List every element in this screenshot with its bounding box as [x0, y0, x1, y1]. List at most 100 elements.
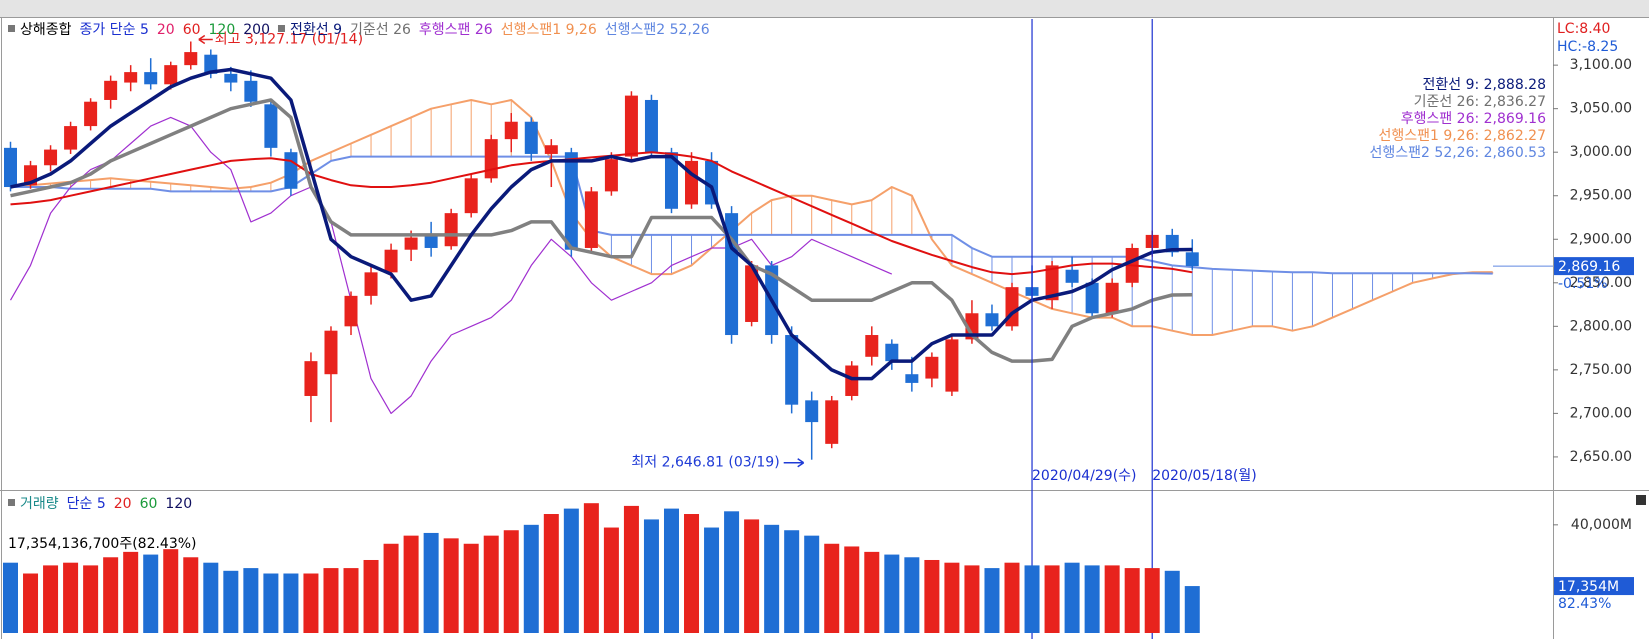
indicator-line	[10, 155, 1493, 275]
y-tick-label: 2,850.00	[1570, 275, 1632, 291]
candle-body	[1185, 252, 1199, 267]
marker-label: 2020/04/29(수)	[1032, 468, 1137, 484]
legend-item: 기준선 26	[350, 22, 411, 38]
volume-bar	[323, 568, 339, 633]
volume-bar	[103, 557, 119, 633]
volume-bar	[43, 565, 59, 633]
candle-body	[544, 145, 558, 154]
candle-body	[144, 72, 158, 85]
volume-bar	[844, 546, 860, 633]
volume-bar	[3, 562, 18, 633]
indicator-line	[10, 151, 1193, 276]
indicator-line	[10, 99, 1493, 336]
legend-item: 종가 단순 5	[80, 22, 149, 38]
candle-body	[624, 95, 638, 157]
candle-body	[925, 356, 939, 379]
volume-bar	[1024, 565, 1040, 633]
price-label: 2,869.16	[1558, 259, 1620, 275]
value-note: 선행스팬2 52,26: 2,860.53	[1370, 145, 1546, 161]
candle-body	[604, 159, 618, 192]
volume-bar	[884, 554, 900, 633]
candle-body	[284, 152, 298, 189]
value-note: 선행스팬1 9,26: 2,862.27	[1378, 128, 1546, 144]
candle-body	[344, 295, 358, 327]
arrow	[783, 458, 805, 468]
value-note: 전환선 9: 2,888.28	[1422, 77, 1546, 93]
volume-bar	[1164, 570, 1180, 633]
volume-bar	[63, 562, 79, 633]
candle-body	[404, 237, 418, 250]
volume-bar	[283, 573, 299, 633]
y-tick-label: 2,950.00	[1570, 188, 1632, 204]
hc-label: HC:-8.25	[1557, 39, 1618, 55]
candle-body	[644, 99, 658, 153]
volume-bar	[1004, 562, 1020, 633]
candle-body	[825, 400, 839, 444]
candle-body	[204, 54, 218, 74]
y-tick-label: 2,900.00	[1570, 231, 1632, 247]
volume-bar	[603, 527, 619, 633]
change-label: -0.51%	[1558, 276, 1608, 292]
candle-body	[564, 152, 578, 250]
volume-bar	[643, 519, 659, 633]
candle-body	[464, 178, 478, 214]
indicator-line	[9, 116, 893, 414]
volume-ratio: 82.43%	[1558, 596, 1611, 612]
y-tick-label: 2,800.00	[1570, 318, 1632, 334]
legend-square	[8, 499, 15, 506]
volume-bar	[443, 538, 459, 633]
legend-item: 상해종합	[20, 22, 72, 38]
legend-square	[8, 25, 15, 32]
candle-body	[324, 330, 338, 375]
volume-bar	[343, 568, 359, 633]
legend-item: 단순 5	[67, 496, 106, 512]
volume-bar	[663, 508, 679, 633]
candle-body	[304, 361, 318, 396]
volume-bar	[163, 549, 179, 633]
volume-bar	[363, 559, 379, 633]
volume-bar	[1144, 568, 1160, 633]
candle-body	[865, 335, 879, 357]
volume-summary: 17,354,136,700주(82.43%)	[8, 536, 197, 552]
volume-bar	[23, 573, 39, 633]
top-strip	[0, 0, 1649, 17]
volume-bar	[483, 535, 499, 633]
high-note: 최고 3,127.17 (01/14)	[215, 31, 363, 47]
volume-bar	[1124, 568, 1140, 633]
legend-item: 60	[183, 22, 201, 38]
candle-body	[184, 52, 198, 66]
panel-button	[1636, 495, 1646, 505]
volume-bar	[704, 527, 720, 633]
volume-bar	[1064, 562, 1080, 633]
price-box	[1554, 257, 1634, 276]
candle-body	[164, 65, 178, 85]
y-tick-label: 2,650.00	[1570, 449, 1632, 465]
volume-last-label: 17,354M	[1558, 579, 1619, 595]
arrow	[198, 34, 213, 45]
volume-box	[1554, 577, 1634, 596]
candle-body	[224, 73, 238, 83]
candle-body	[64, 126, 78, 150]
volume-bar	[724, 511, 740, 633]
volume-bar	[864, 551, 880, 633]
volume-bar	[623, 505, 639, 633]
candle-body	[484, 139, 498, 179]
volume-bar	[1044, 565, 1060, 633]
candle-body	[44, 149, 58, 166]
candle-body	[1065, 269, 1079, 283]
candle-body	[504, 121, 518, 140]
candle-body	[364, 272, 378, 296]
volume-bar	[143, 554, 159, 633]
candle-body	[885, 343, 899, 362]
candle-body	[745, 265, 759, 322]
volume-bar	[744, 519, 760, 633]
candle-body	[444, 213, 458, 247]
candle-body	[84, 101, 98, 127]
candle-body	[384, 249, 398, 273]
lc-label: LC:8.40	[1557, 21, 1610, 37]
volume-bar	[403, 535, 419, 633]
candle-body	[244, 80, 258, 102]
y-tick-label: 2,700.00	[1570, 405, 1632, 421]
volume-bar	[123, 551, 139, 633]
volume-bar	[944, 562, 960, 633]
